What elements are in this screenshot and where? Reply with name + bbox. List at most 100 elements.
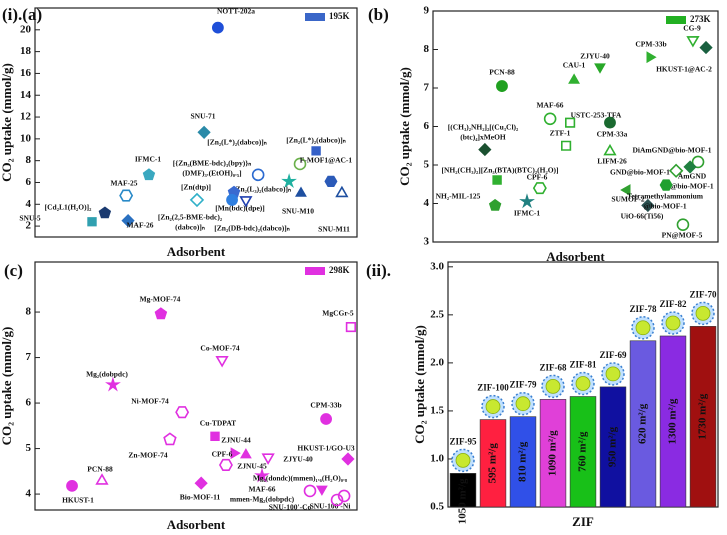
point-label: SNU-M10 [282, 207, 314, 216]
category-label: ZIF-79 [510, 380, 538, 390]
y-tick-label: 2.5 [430, 308, 444, 320]
data-point [163, 432, 177, 446]
data-point [686, 35, 700, 48]
point-label: PN@MOF-5 [662, 231, 703, 240]
point-label: (btc)₄]xMeOH [460, 133, 506, 142]
point-label: Mg₂(dobpdc) [86, 370, 128, 379]
zif-icon [661, 311, 685, 335]
zif-icon-core [485, 399, 501, 414]
point-label: CPF-6 [527, 173, 548, 182]
point-label: HKUST-1 [62, 496, 94, 505]
category-label: ZIF-69 [600, 350, 628, 360]
zif-icon-core [695, 305, 711, 321]
bar-text: 1730 m²/g [697, 393, 709, 439]
bar-text: 1090 m²/g [547, 430, 559, 476]
point-label: SNU-M11 [318, 225, 350, 234]
point-label: IFMC-1 [135, 155, 161, 164]
zif-icon [541, 374, 565, 399]
bar-text: 810 m²/g [517, 441, 529, 482]
point-label: AmGND [678, 172, 707, 181]
zif-icon [631, 316, 655, 340]
data-point [194, 476, 208, 490]
y-tick-label: 2.0 [430, 356, 444, 368]
point-label: Mg-MOF-74 [140, 295, 181, 304]
zif-icon-core [545, 378, 561, 394]
data-point [337, 489, 351, 503]
y-tick-label: 4 [424, 197, 430, 209]
point-label: [Cd₂L1(H₂O)]₂ [45, 203, 92, 212]
y-tick-label: 0.5 [430, 501, 444, 513]
plot-frame [34, 261, 358, 511]
point-label: USTC-253-TFA [571, 111, 622, 120]
point-label: [Zn₂(L*)₂(dabco)]ₙ [207, 138, 267, 147]
data-point [691, 155, 705, 169]
point-label: GND@bio-MOF-1 [610, 168, 670, 177]
point-label: @bio-MOF-1 [670, 182, 713, 191]
legend-label: 195K [329, 11, 350, 21]
y-tick-label: 14 [20, 89, 32, 101]
point-label: Bio-MOF-11 [180, 493, 221, 502]
data-point [303, 484, 317, 498]
data-point [543, 112, 557, 126]
data-point [330, 493, 344, 507]
point-label: (DMF)₃.(EtOH)₀.₅] [182, 169, 241, 178]
panel-label: (ii). [366, 261, 391, 280]
category-label: ZIF-78 [630, 304, 658, 314]
y-axis-label: CO₂ uptake (mmol/g) [0, 327, 14, 446]
x-axis-label: Adsorbent [167, 244, 226, 259]
data-point [320, 413, 332, 425]
y-tick-label: 8 [26, 306, 32, 318]
data-point [189, 192, 205, 208]
data-point [218, 458, 233, 472]
y-tick-label: 9 [424, 5, 430, 17]
point-label: SNU-100'-Ni [310, 502, 351, 511]
y-tick-label: 10 [20, 132, 32, 144]
data-point [519, 193, 535, 209]
bar [539, 399, 567, 508]
point-label: CAU-1 [563, 61, 586, 70]
y-axis-label: CO₂ uptake (mmol/g) [397, 67, 412, 186]
zif-icon [451, 448, 475, 473]
data-point [261, 453, 275, 465]
data-point [215, 355, 229, 368]
y-tick-label: 4 [26, 488, 32, 500]
data-point [646, 51, 657, 64]
point-label: Mg₂(dondc)(mmen)₁.₆(H₂O)₀.₈ [253, 474, 348, 483]
data-point [211, 21, 224, 34]
bar [479, 419, 507, 508]
bar [509, 416, 537, 508]
y-tick-label: 6 [26, 176, 32, 188]
data-point [98, 206, 112, 219]
bar [569, 396, 597, 508]
x-axis-label: Adsorbent [167, 517, 226, 532]
y-tick-label: 5 [26, 442, 32, 454]
point-label: [Mn(bdc)(dpe)] [215, 204, 265, 213]
data-point [532, 182, 547, 195]
bar-text: 760 m²/g [577, 431, 589, 472]
y-tick-label: 2 [26, 220, 32, 232]
y-tick-label: 6 [26, 397, 32, 409]
bar-text: 1050 m²/g [457, 478, 469, 524]
point-label: SNU-100'-Co [269, 503, 312, 512]
point-label: [(CH₃)₂NH₂]₂[(Cu₃Cl)₂ [448, 123, 519, 132]
point-label: ZJYU-40 [580, 52, 610, 61]
point-label: mmen-Mg₂(dobpdc) [230, 495, 295, 504]
zif-icon [601, 362, 625, 386]
category-label: ZIF-81 [570, 360, 598, 370]
bar [689, 326, 717, 508]
point-label: [NH₂(CH₃)₂][Zn₃(BTA)(BTC)₂(H₂O)] [441, 166, 558, 175]
bar [599, 386, 627, 508]
y-tick-label: 4 [26, 198, 32, 210]
data-point [316, 485, 328, 496]
data-point [668, 163, 684, 178]
data-point [560, 140, 572, 151]
point-label: F-MOF1@AC-1 [300, 156, 353, 165]
y-tick-label: 1.5 [430, 404, 444, 416]
data-point [568, 73, 580, 84]
data-point [311, 146, 321, 156]
x-axis-label: Adsorbent [546, 249, 605, 264]
legend-swatch [305, 13, 325, 21]
y-tick-label: 3 [424, 236, 430, 248]
plot-frame [34, 7, 358, 238]
